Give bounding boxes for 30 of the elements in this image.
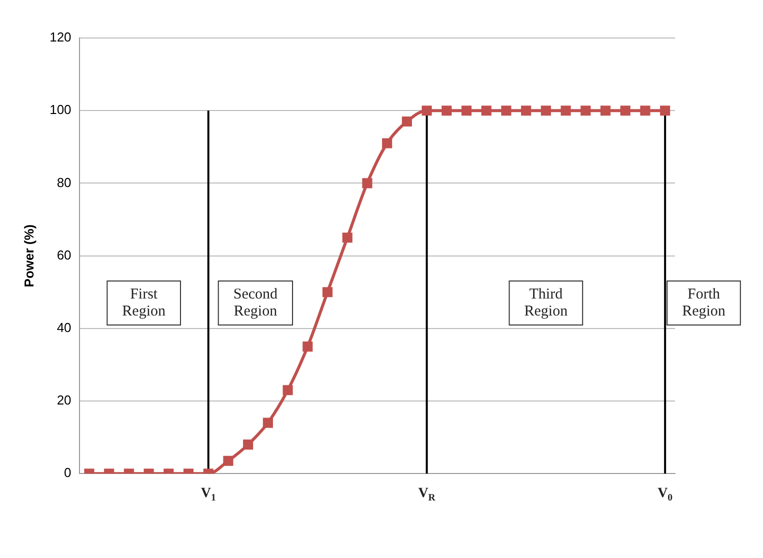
point — [580, 106, 591, 116]
annotation: First Region — [122, 286, 166, 320]
y-tick-label: 80 — [56, 174, 72, 190]
point — [322, 287, 333, 298]
point — [660, 106, 670, 116]
point — [501, 106, 512, 116]
point — [362, 178, 372, 188]
annotation: Third Region — [524, 286, 568, 320]
y-tick-label: 120 — [50, 30, 72, 45]
point — [600, 106, 611, 116]
point — [461, 106, 472, 116]
y-tick-label: 20 — [56, 392, 72, 408]
annotation: Second Region — [233, 286, 278, 320]
point — [422, 106, 432, 116]
point — [402, 116, 412, 127]
y-axis-title: Power (%) — [21, 224, 36, 288]
point — [382, 138, 392, 148]
y-tick-label: 40 — [56, 320, 72, 335]
point — [442, 106, 452, 116]
y-tick-label: 100 — [50, 102, 72, 118]
point — [620, 106, 630, 116]
point — [560, 106, 571, 116]
text: Forth Region — [682, 286, 726, 320]
point — [521, 106, 532, 116]
point — [481, 106, 492, 116]
point — [640, 106, 650, 116]
y-tick-label: 0 — [64, 465, 72, 480]
point — [540, 106, 551, 116]
y-tick-label: 60 — [56, 247, 72, 262]
point — [342, 232, 352, 243]
